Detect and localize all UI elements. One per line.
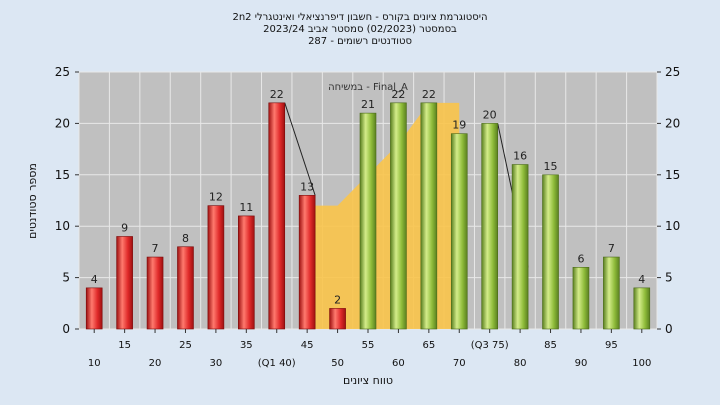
x-tick-label: (Q3 75) — [471, 340, 509, 351]
x-tick-label: 70 — [453, 358, 466, 369]
chart-annotation: במשיחה - Final_A — [328, 82, 408, 93]
y-tick-label-left: 20 — [55, 116, 70, 130]
bar-(Q1 40) — [268, 102, 286, 330]
data-label: 6 — [577, 252, 584, 265]
bar-85 — [542, 174, 559, 330]
x-tick-label: 100 — [632, 358, 651, 369]
x-tick-label: 50 — [331, 358, 344, 369]
y-tick-label-left: 5 — [62, 271, 70, 285]
x-tick-label: 30 — [210, 358, 223, 369]
data-label: 7 — [152, 242, 159, 255]
x-tick-label: 55 — [362, 340, 375, 351]
bar-25 — [177, 246, 194, 330]
x-tick-label: 15 — [118, 340, 131, 351]
bar-(Q3 75) — [481, 123, 498, 330]
x-tick-label: 35 — [240, 340, 253, 351]
data-label: 20 — [483, 108, 497, 121]
x-tick-label: 10 — [88, 358, 101, 369]
bar-45 — [298, 195, 316, 330]
bar-55 — [359, 112, 377, 330]
data-label: 22 — [422, 88, 436, 101]
chart-title-line-3: סטודנטים רשומים - 287 — [308, 36, 412, 47]
chart-title-line-1: היסטוגרמת ציונים בקורס - חשבון דיפרנציאל… — [232, 12, 488, 23]
bar-35 — [238, 215, 255, 330]
y-tick-label-left: 15 — [55, 168, 70, 182]
data-labels: 4 9 7 8 12 11 22 13 2 21 22 22 19 20 16 15 6 7 4 — [91, 88, 646, 307]
data-label: 7 — [608, 242, 615, 255]
y-tick-label-left: 25 — [55, 65, 70, 79]
bar-90 — [572, 267, 590, 330]
x-tick-label: 90 — [575, 358, 588, 369]
data-label: 12 — [209, 191, 223, 204]
data-label: 13 — [300, 180, 314, 193]
bar-60 — [390, 102, 407, 330]
data-label: 2 — [334, 293, 341, 306]
y-tick-label-left: 0 — [62, 322, 70, 336]
data-label: 11 — [239, 201, 253, 214]
y-tick-label-right: 5 — [665, 271, 673, 285]
data-label: 22 — [270, 88, 284, 101]
data-label: 21 — [361, 98, 375, 111]
data-label: 8 — [182, 232, 189, 245]
x-tick-label: 95 — [605, 340, 618, 351]
bar-15 — [116, 236, 133, 330]
data-label: 9 — [121, 221, 128, 234]
bar-65 — [420, 102, 438, 330]
bar-95 — [603, 256, 620, 330]
bars — [85, 102, 651, 330]
bar-50 — [329, 308, 346, 330]
bar-20 — [146, 256, 164, 330]
bar-30 — [207, 205, 225, 330]
y-axis-title: מספר סטודנטים — [26, 163, 39, 239]
x-tick-label: 80 — [514, 358, 527, 369]
bar-100 — [633, 287, 651, 330]
chart-title-line-2: בסמסטר (02/2023) סמסטר אביב 2023/24 — [263, 24, 457, 35]
y-tick-label-right: 10 — [665, 219, 680, 233]
y-tick-label-right: 0 — [665, 322, 673, 336]
x-tick-label: 60 — [392, 358, 405, 369]
x-tick-label: 65 — [422, 340, 435, 351]
x-axis-title: טווח ציונים — [343, 374, 393, 387]
data-label: 15 — [544, 160, 558, 173]
y-tick-label-right: 25 — [665, 65, 680, 79]
data-label: 19 — [452, 119, 466, 132]
y-tick-label-right: 15 — [665, 168, 680, 182]
x-tick-label: 20 — [149, 358, 162, 369]
bar-80 — [511, 164, 529, 330]
x-tick-label: 45 — [301, 340, 314, 351]
bar-10 — [85, 287, 103, 330]
bar-70 — [450, 133, 468, 330]
x-tick-label: 25 — [179, 340, 192, 351]
y-tick-label-right: 20 — [665, 116, 680, 130]
data-label: 16 — [513, 150, 527, 163]
data-label: 4 — [638, 273, 645, 286]
data-label: 4 — [91, 273, 98, 286]
trend-line-segment — [284, 102, 316, 196]
y-tick-label-left: 10 — [55, 219, 70, 233]
x-tick-label: 85 — [544, 340, 557, 351]
data-label: 22 — [391, 88, 405, 101]
x-tick-label: (Q1 40) — [258, 358, 296, 369]
